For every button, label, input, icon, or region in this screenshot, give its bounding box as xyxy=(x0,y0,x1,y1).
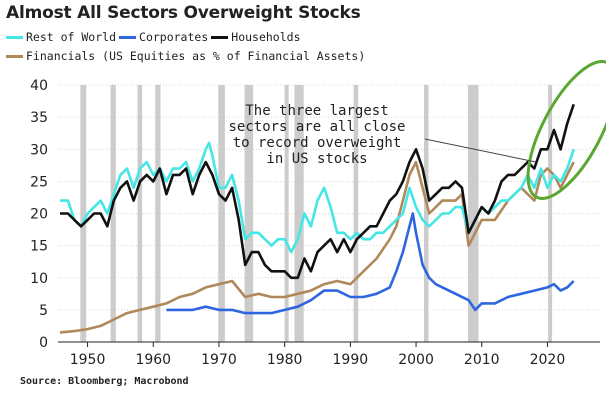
x-tick-label: 1980 xyxy=(267,352,303,368)
y-tick-label: 35 xyxy=(30,110,48,126)
legend-row-2: Financials (US Equities as % of Financia… xyxy=(6,49,368,63)
annotation-line-0: The three largest xyxy=(245,103,388,119)
y-tick-label: 15 xyxy=(30,239,48,255)
y-tick-label: 25 xyxy=(30,174,48,190)
x-tick-label: 1960 xyxy=(135,352,171,368)
annotation-line-1: sectors are all close xyxy=(228,119,405,135)
legend-row-1: Rest of World Corporates Households xyxy=(6,30,304,44)
series-lines xyxy=(59,103,575,334)
annotation-line-3: in US stocks xyxy=(266,151,367,167)
recession-band xyxy=(423,85,429,342)
legend-item-rest-of-world: Rest of World xyxy=(6,30,116,44)
axes: 0 5 10 15 20 25 30 35 40 1950 1960 1970 1980 1990 2000… xyxy=(30,78,600,368)
x-tick-label: 2020 xyxy=(530,352,566,368)
y-tick-label: 0 xyxy=(39,335,48,351)
x-tick-label: 1990 xyxy=(333,352,369,368)
recession-band xyxy=(244,85,254,342)
legend-swatch-rest-of-world xyxy=(6,35,23,39)
legend-label-corporates: Corporates xyxy=(139,30,209,44)
series-line-1 xyxy=(166,212,575,315)
recession-band xyxy=(80,85,87,342)
legend-label-households: Households xyxy=(231,30,301,44)
legend-swatch-financials xyxy=(6,54,23,58)
recession-band xyxy=(110,85,116,342)
x-tick-label: 2000 xyxy=(398,352,434,368)
chart-title: Almost All Sectors Overweight Stocks xyxy=(6,3,361,23)
legend-label-rest-of-world: Rest of World xyxy=(26,30,117,44)
y-tick-label: 30 xyxy=(30,142,48,158)
recession-band xyxy=(467,85,479,342)
legend-swatch-households xyxy=(211,35,229,39)
legend-item-financials: Financials (US Equities as % of Financia… xyxy=(6,49,365,63)
legend-item-households: Households xyxy=(211,30,301,44)
y-tick-label: 5 xyxy=(39,303,48,319)
legend-swatch-corporates xyxy=(119,35,137,39)
annotation-pointer xyxy=(424,138,537,163)
legend-label-financials: Financials (US Equities as % of Financia… xyxy=(26,49,366,63)
y-tick-label: 20 xyxy=(30,207,48,223)
source-note: Source: Bloomberg; Macrobond xyxy=(20,376,189,387)
recession-band xyxy=(294,85,304,342)
series-line-2 xyxy=(60,103,575,280)
x-tick-label: 1950 xyxy=(70,352,106,368)
annotation-line-2: to record overweight xyxy=(233,135,402,151)
x-tick-label: 2010 xyxy=(464,352,500,368)
y-tick-label: 40 xyxy=(30,78,48,94)
y-tick-label: 10 xyxy=(30,271,48,287)
highlight-ellipse xyxy=(526,60,606,200)
recession-band xyxy=(218,85,225,342)
legend-item-corporates: Corporates xyxy=(119,30,208,44)
x-tick-label: 1970 xyxy=(201,352,237,368)
